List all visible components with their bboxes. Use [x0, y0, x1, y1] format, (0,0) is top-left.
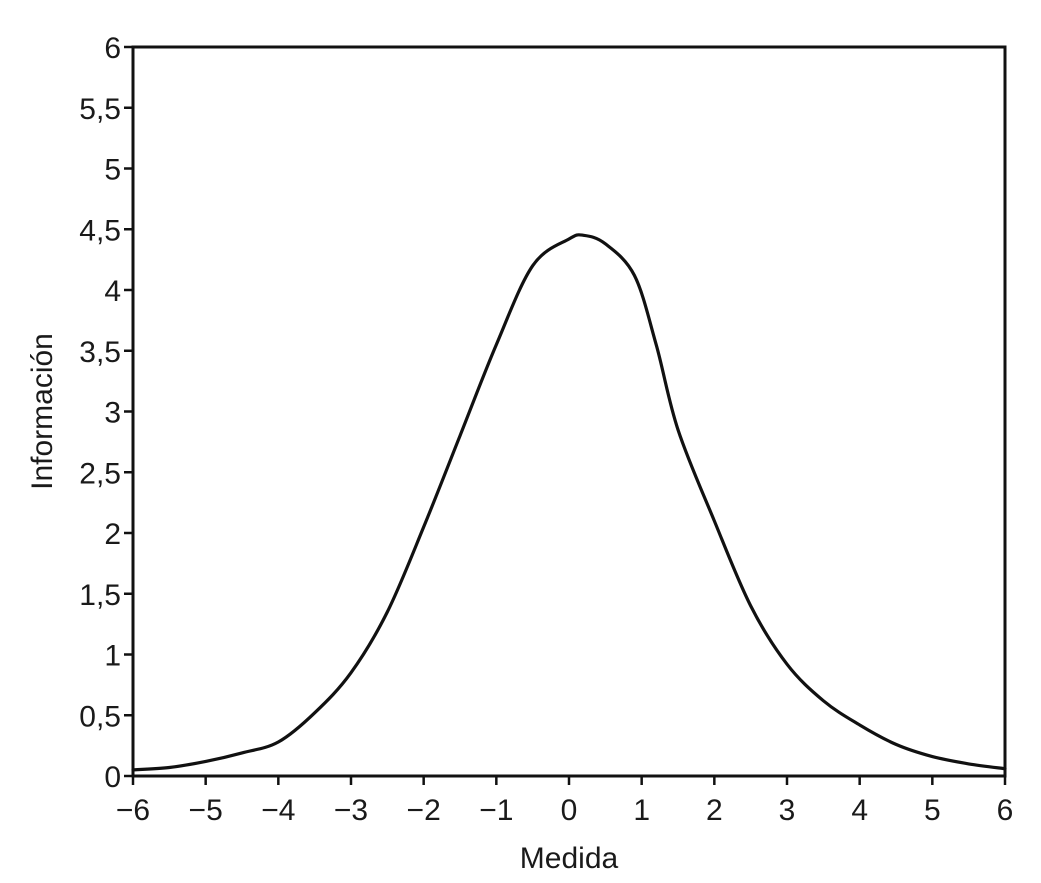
series-line [131, 233, 1007, 772]
y-axis-tick-labels: 0 0,5 1 1,5 2 2,5 3 3,5 4 4,5 5 5,5 6 [79, 32, 121, 794]
y-tick-label: 3,5 [79, 336, 121, 369]
y-tick-label: 0 [104, 761, 121, 794]
x-tick-label: −4 [261, 794, 295, 827]
y-tick-label: 6 [104, 32, 121, 65]
x-tick-label: −1 [479, 794, 513, 827]
y-tick-label: 3 [104, 397, 121, 430]
x-tick-label: 3 [779, 794, 796, 827]
x-axis-label: Medida [520, 842, 619, 875]
y-tick-label: 0,5 [79, 700, 121, 733]
x-tick-label: −6 [116, 794, 150, 827]
y-tick-label: 5 [104, 154, 121, 187]
y-tick-label: 4 [104, 275, 121, 308]
y-tick-label: 2,5 [79, 457, 121, 490]
x-tick-label: 5 [924, 794, 941, 827]
y-tick-label: 4,5 [79, 214, 121, 247]
plot-area-frame [131, 45, 1007, 778]
x-axis-tick-labels: −6 −5 −4 −3 −2 −1 0 1 2 3 4 5 6 [116, 794, 1013, 827]
x-tick-label: −2 [407, 794, 441, 827]
y-tick-label: 5,5 [79, 93, 121, 126]
y-axis-label: Información [26, 333, 59, 490]
y-tick-label: 2 [104, 518, 121, 551]
x-tick-label: −3 [334, 794, 368, 827]
y-tick-label: 1,5 [79, 579, 121, 612]
x-tick-label: 2 [706, 794, 723, 827]
y-tick-label: 1 [104, 640, 121, 673]
x-tick-label: 0 [561, 794, 578, 827]
x-tick-label: 1 [633, 794, 650, 827]
x-tick-label: 4 [851, 794, 868, 827]
x-tick-label: −5 [189, 794, 223, 827]
x-tick-label: 6 [997, 794, 1014, 827]
